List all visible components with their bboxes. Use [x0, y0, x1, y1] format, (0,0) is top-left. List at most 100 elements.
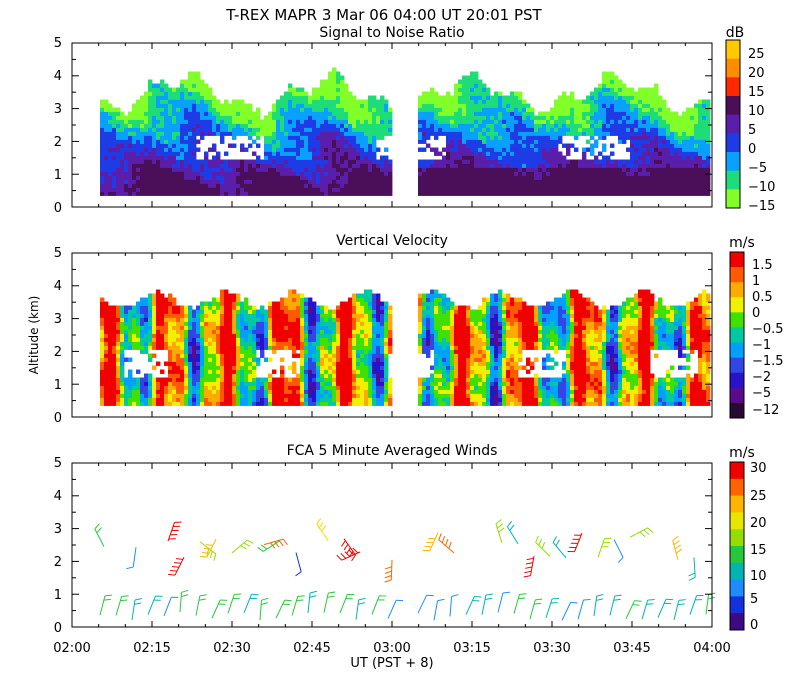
velocity-cell	[204, 309, 209, 314]
snr-cell	[530, 139, 535, 144]
snr-cell	[176, 119, 181, 124]
snr-cell	[598, 167, 603, 172]
velocity-cell	[116, 321, 121, 326]
snr-cell	[384, 119, 389, 124]
snr-cell	[694, 155, 699, 160]
snr-cell	[104, 131, 109, 136]
snr-cell	[360, 155, 365, 160]
velocity-cell	[116, 385, 121, 390]
snr-cell	[200, 163, 205, 168]
snr-cell	[148, 175, 153, 180]
snr-cell	[236, 127, 241, 132]
velocity-cell	[152, 297, 157, 302]
snr-cell	[344, 123, 349, 128]
snr-cell	[550, 139, 555, 144]
snr-cell	[434, 119, 439, 124]
snr-cell	[116, 155, 121, 160]
snr-cell	[372, 155, 377, 160]
snr-cell	[284, 99, 289, 104]
snr-cell	[236, 119, 241, 124]
snr-cell	[280, 151, 285, 156]
snr-cell	[554, 147, 559, 152]
snr-title: Signal to Noise Ratio	[319, 25, 464, 41]
snr-cell	[474, 83, 479, 88]
snr-cell	[228, 119, 233, 124]
snr-cell	[474, 91, 479, 96]
snr-cell	[264, 171, 269, 176]
snr-cell	[602, 71, 607, 76]
snr-cell	[156, 87, 161, 92]
snr-cb-label-0: 25	[748, 47, 765, 62]
snr-cell	[542, 183, 547, 188]
snr-colorbar	[725, 39, 741, 209]
snr-cell	[494, 147, 499, 152]
snr-cell	[128, 135, 133, 140]
snr-cell	[418, 179, 423, 184]
snr-cell	[486, 143, 491, 148]
velocity-cell	[148, 317, 153, 322]
velocity-cell	[120, 333, 125, 338]
snr-cell	[618, 127, 623, 132]
velocity-cell	[112, 361, 117, 366]
snr-cell	[682, 167, 687, 172]
snr-cell	[240, 179, 245, 184]
snr-cell	[176, 139, 181, 144]
snr-cell	[328, 163, 333, 168]
snr-cell	[152, 127, 157, 132]
snr-cell	[554, 143, 559, 148]
velocity-cell	[180, 349, 185, 354]
snr-cell	[634, 147, 639, 152]
snr-cell	[180, 155, 185, 160]
velocity-cell	[280, 313, 285, 318]
snr-cell	[140, 111, 145, 116]
snr-cell	[100, 143, 105, 148]
velocity-cell	[252, 381, 257, 386]
snr-cell	[670, 175, 675, 180]
snr-cell	[498, 175, 503, 180]
snr-cell	[376, 127, 381, 132]
snr-ytick-3: 3	[54, 102, 62, 117]
snr-cell	[220, 163, 225, 168]
snr-cell	[574, 163, 579, 168]
velocity-cell	[204, 381, 209, 386]
snr-cell	[550, 151, 555, 156]
snr-cell	[522, 155, 527, 160]
velocity-cell	[176, 353, 181, 358]
velocity-cell	[128, 377, 133, 382]
velocity-cell	[180, 381, 185, 386]
snr-cell	[686, 187, 691, 192]
velocity-cell	[192, 337, 197, 342]
velocity-cell	[200, 313, 205, 318]
snr-cell	[216, 191, 221, 196]
snr-cell	[100, 179, 105, 184]
snr-cell	[376, 147, 381, 152]
snr-cell	[172, 171, 177, 176]
velocity-cell	[156, 325, 161, 330]
snr-cell	[324, 151, 329, 156]
snr-cell	[164, 87, 169, 92]
velocity-cell	[208, 381, 213, 386]
snr-cell	[172, 111, 177, 116]
snr-cell	[594, 95, 599, 100]
velocity-cell	[200, 321, 205, 326]
snr-cell	[128, 123, 133, 128]
velocity-cell	[232, 333, 237, 338]
snr-cell	[586, 187, 591, 192]
snr-cell	[546, 167, 551, 172]
snr-cell	[454, 159, 459, 164]
snr-cell	[630, 111, 635, 116]
snr-cell	[252, 123, 257, 128]
snr-cell	[538, 175, 543, 180]
snr-cell	[666, 179, 671, 184]
velocity-cell	[248, 337, 253, 342]
snr-cell	[248, 167, 253, 172]
snr-cell	[686, 143, 691, 148]
snr-cell	[546, 143, 551, 148]
snr-cell	[474, 131, 479, 136]
velocity-cell	[252, 325, 257, 330]
velocity-cell	[316, 389, 321, 394]
snr-cell	[292, 123, 297, 128]
snr-cell	[272, 167, 277, 172]
snr-cell	[578, 131, 583, 136]
snr-cell	[554, 127, 559, 132]
